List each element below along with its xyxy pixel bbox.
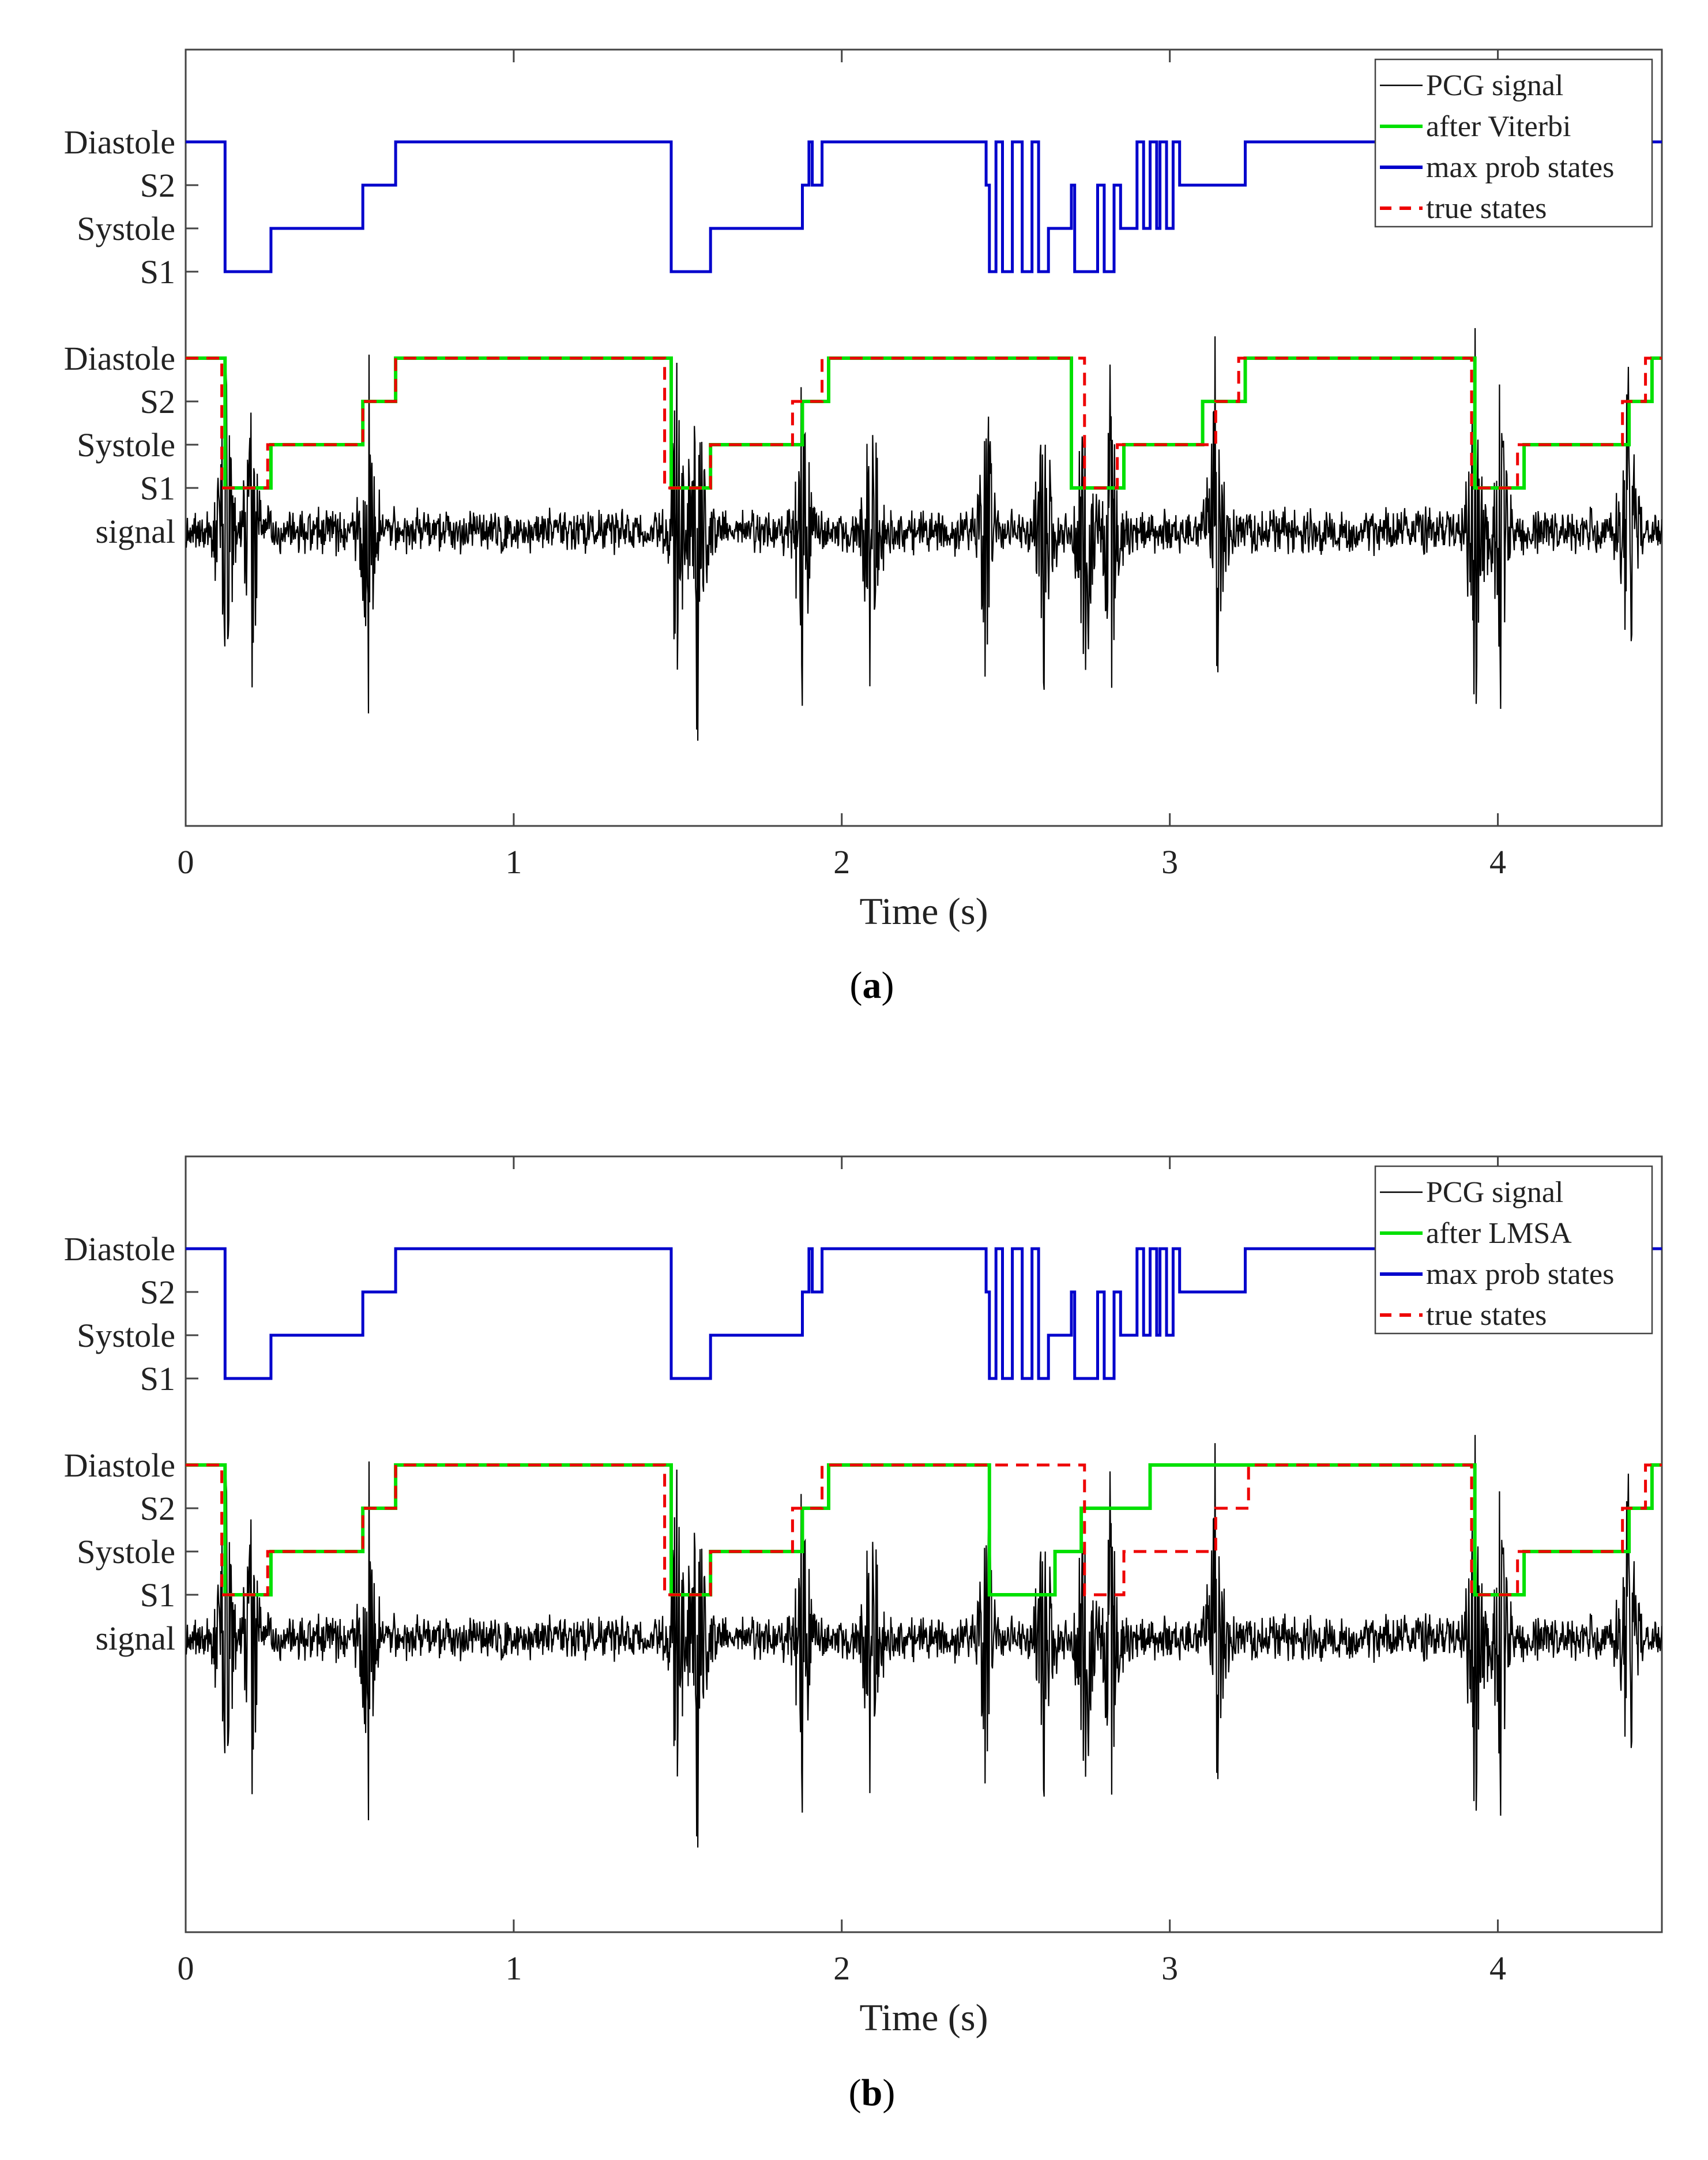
y-tick-label: S1	[140, 253, 175, 291]
legend: PCG signal after LMSA max prob states true …	[1374, 1165, 1653, 1335]
legend-label: max prob states	[1426, 1258, 1614, 1291]
y-tick-label: Diastole	[64, 340, 175, 377]
legend: PCG signal after Viterbi max prob states tr…	[1374, 58, 1653, 228]
pcg-signal-line	[186, 328, 1662, 741]
y-tick-label: signal	[95, 1620, 175, 1657]
max-prob-states-line	[186, 140, 1662, 273]
plot-area	[186, 1247, 1662, 1848]
y-tick-label: signal	[95, 513, 175, 550]
x-tick-label: 0	[178, 843, 194, 881]
y-tick-label: Systole	[77, 1317, 175, 1354]
y-tick-label: Systole	[77, 1533, 175, 1571]
x-tick-label: 3	[1161, 843, 1178, 881]
x-axis-label: Time (s)	[859, 1997, 988, 2039]
x-tick-label: 0	[178, 1949, 194, 1987]
decoded-states-line	[186, 1463, 1662, 1596]
y-tick-label: Diastole	[64, 123, 175, 161]
plot-area	[186, 140, 1662, 741]
legend-box	[1374, 58, 1653, 228]
x-tick-label: 1	[505, 1949, 522, 1987]
y-tick-label: Diastole	[64, 1230, 175, 1268]
x-tick-label: 4	[1489, 843, 1506, 881]
decoded-states-line	[186, 356, 1662, 490]
x-tick-label: 2	[833, 843, 850, 881]
legend-label: after Viterbi	[1426, 110, 1571, 143]
y-tick-label: S2	[140, 1274, 175, 1311]
panel-a: Diastole S2 Systole S1 Diastole S2 Systole S1 si…	[64, 48, 1663, 1006]
legend-label: true states	[1426, 192, 1547, 225]
legend-label: true states	[1426, 1299, 1547, 1332]
max-prob-states-line	[186, 1247, 1662, 1380]
plot-frame	[185, 48, 1663, 827]
y-tick-label: S2	[140, 1490, 175, 1527]
x-tick-label: 4	[1489, 1949, 1506, 1987]
y-tick-label: S1	[140, 1576, 175, 1614]
plot-frame	[185, 1155, 1663, 1933]
panel-b: Diastole S2 Systole S1 Diastole S2 Systole S1 si…	[64, 1155, 1663, 2114]
y-tick-label: S1	[140, 1360, 175, 1398]
true-states-line	[186, 356, 1662, 490]
y-tick-label: S2	[140, 383, 175, 420]
x-tick-label: 3	[1161, 1949, 1178, 1987]
legend-label: PCG signal	[1426, 69, 1563, 102]
y-tick-label: S1	[140, 469, 175, 507]
x-tick-label: 1	[505, 843, 522, 881]
x-tick-label: 2	[833, 1949, 850, 1987]
pcg-signal-line	[186, 1434, 1662, 1848]
panel-caption: (a)	[850, 964, 894, 1006]
y-tick-label: Diastole	[64, 1447, 175, 1484]
legend-label: PCG signal	[1426, 1176, 1563, 1209]
y-tick-label: Systole	[77, 210, 175, 247]
y-tick-label: Systole	[77, 426, 175, 464]
legend-label: after LMSA	[1426, 1217, 1572, 1250]
true-states-line	[186, 1463, 1662, 1596]
legend-box	[1374, 1165, 1653, 1335]
panel-caption: (b)	[849, 2072, 896, 2114]
x-axis-label: Time (s)	[859, 891, 988, 933]
y-tick-label: S2	[140, 167, 175, 204]
legend-label: max prob states	[1426, 151, 1614, 184]
